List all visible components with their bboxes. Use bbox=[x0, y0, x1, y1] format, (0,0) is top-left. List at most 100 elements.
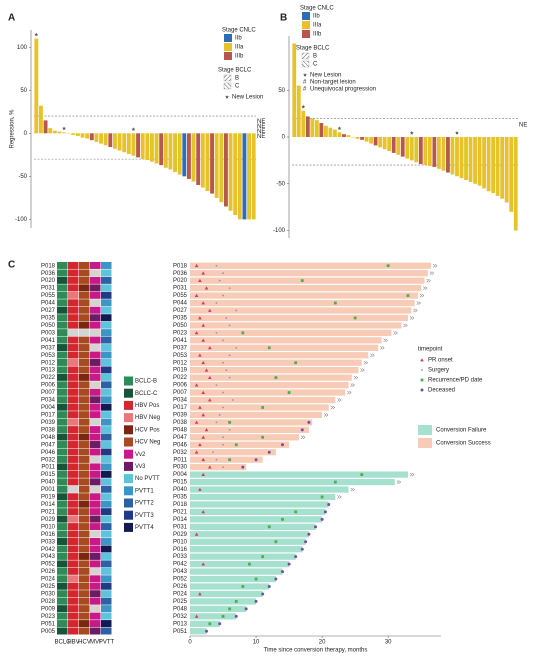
swim-bar bbox=[190, 568, 283, 575]
heatmap-cell bbox=[90, 396, 101, 404]
bar bbox=[242, 133, 247, 220]
heatmap-cell bbox=[79, 530, 90, 538]
bar bbox=[391, 137, 396, 153]
swim-bar bbox=[190, 292, 418, 299]
ongoing-arrow bbox=[353, 375, 359, 380]
swim-bar bbox=[190, 598, 257, 605]
heatmap-cell bbox=[57, 545, 68, 553]
row-label: P022 bbox=[41, 375, 56, 381]
bar bbox=[373, 137, 378, 146]
heatmap-cell bbox=[79, 336, 90, 344]
event-marker bbox=[254, 599, 258, 603]
swim-bar bbox=[190, 307, 412, 314]
heatmap-cell bbox=[90, 515, 101, 523]
heatmap-cell bbox=[90, 597, 101, 605]
heatmap-cell bbox=[90, 336, 101, 344]
ongoing-arrow bbox=[380, 345, 385, 350]
swim-bar bbox=[190, 590, 263, 598]
heatmap-cell bbox=[101, 515, 112, 523]
heatmap-cell bbox=[101, 441, 112, 448]
heatmap-cell bbox=[79, 627, 90, 635]
panel-label: B bbox=[280, 13, 287, 24]
heatmap-cell bbox=[79, 329, 90, 337]
event-marker bbox=[420, 378, 424, 382]
bar bbox=[405, 137, 410, 159]
bar bbox=[369, 137, 373, 144]
event-marker bbox=[194, 450, 199, 454]
heatmap-cell bbox=[57, 351, 68, 359]
row-label: P011 bbox=[173, 457, 187, 463]
heatmap-cell bbox=[57, 321, 68, 329]
heatmap-cell bbox=[79, 306, 90, 314]
event-marker bbox=[267, 585, 271, 589]
event-marker bbox=[215, 384, 218, 386]
event-marker bbox=[204, 368, 209, 372]
swim-bar bbox=[190, 337, 382, 344]
legend-swatch bbox=[124, 449, 133, 459]
event-marker bbox=[204, 286, 209, 290]
event-marker bbox=[235, 309, 238, 312]
heatmap-cell bbox=[90, 575, 101, 583]
heatmap-cell bbox=[57, 627, 68, 635]
legend-title: Stage CNLC bbox=[222, 28, 256, 34]
x-tick-label: 30 bbox=[385, 640, 392, 646]
heatmap-cell bbox=[57, 508, 68, 516]
row-label: P031 bbox=[173, 524, 188, 530]
legend-label: IIb bbox=[235, 36, 242, 42]
heatmap-cell bbox=[79, 396, 90, 404]
row-label: P003 bbox=[41, 330, 56, 336]
heatmap-cell bbox=[68, 314, 79, 322]
row-label: P020 bbox=[41, 278, 56, 284]
bar bbox=[223, 133, 228, 207]
heatmap-cell bbox=[57, 523, 68, 531]
heatmap-cell bbox=[68, 478, 79, 486]
heatmap-cell bbox=[79, 291, 90, 299]
heatmap-cell bbox=[57, 590, 68, 598]
heatmap-cell bbox=[79, 552, 90, 560]
heatmap-cell bbox=[79, 575, 90, 583]
heatmap-cell bbox=[68, 567, 79, 575]
row-label: P041 bbox=[173, 338, 188, 344]
row-label: P034 bbox=[173, 398, 188, 404]
ongoing-arrow bbox=[423, 286, 428, 290]
row-label: P044 bbox=[41, 301, 56, 307]
heatmap-cell bbox=[101, 373, 112, 381]
event-marker bbox=[222, 361, 224, 364]
swim-bar bbox=[190, 381, 349, 389]
legend-label: IIIb bbox=[313, 32, 322, 38]
bar bbox=[509, 137, 514, 212]
row-label: P028 bbox=[41, 599, 56, 605]
heatmap-cell bbox=[79, 351, 90, 359]
heatmap-cell bbox=[57, 388, 68, 396]
bar bbox=[441, 137, 446, 171]
row-label: P024 bbox=[173, 592, 188, 598]
heatmap-cell bbox=[68, 455, 79, 463]
legend-label: Unequivocal progression bbox=[310, 87, 376, 93]
row-label: P020 bbox=[173, 278, 188, 284]
row-label: P038 bbox=[173, 420, 188, 426]
row-label: P025 bbox=[41, 584, 56, 590]
heatmap-cell bbox=[101, 262, 112, 269]
heatmap-cell bbox=[90, 605, 101, 613]
row-label: P043 bbox=[173, 569, 188, 575]
heatmap-cell bbox=[101, 276, 112, 284]
event-marker bbox=[221, 614, 225, 618]
swim-bar bbox=[190, 501, 329, 508]
row-label: P041 bbox=[41, 338, 56, 344]
swim-bar bbox=[190, 583, 270, 590]
legend-title: timepoint bbox=[418, 347, 443, 353]
event-marker bbox=[215, 421, 218, 424]
bar bbox=[214, 133, 219, 198]
bar bbox=[191, 133, 196, 182]
heatmap-cell bbox=[101, 269, 112, 277]
event-marker bbox=[241, 585, 245, 588]
heatmap-cell bbox=[90, 463, 101, 471]
legend-label: PVTT2 bbox=[135, 501, 154, 507]
row-label: P055 bbox=[173, 293, 188, 299]
bar bbox=[500, 137, 505, 199]
swim-bar bbox=[190, 352, 369, 359]
swim-bar bbox=[190, 605, 247, 613]
heatmap-cell bbox=[68, 418, 79, 426]
row-label: P007 bbox=[173, 390, 188, 396]
heatmap-cell bbox=[101, 582, 112, 590]
